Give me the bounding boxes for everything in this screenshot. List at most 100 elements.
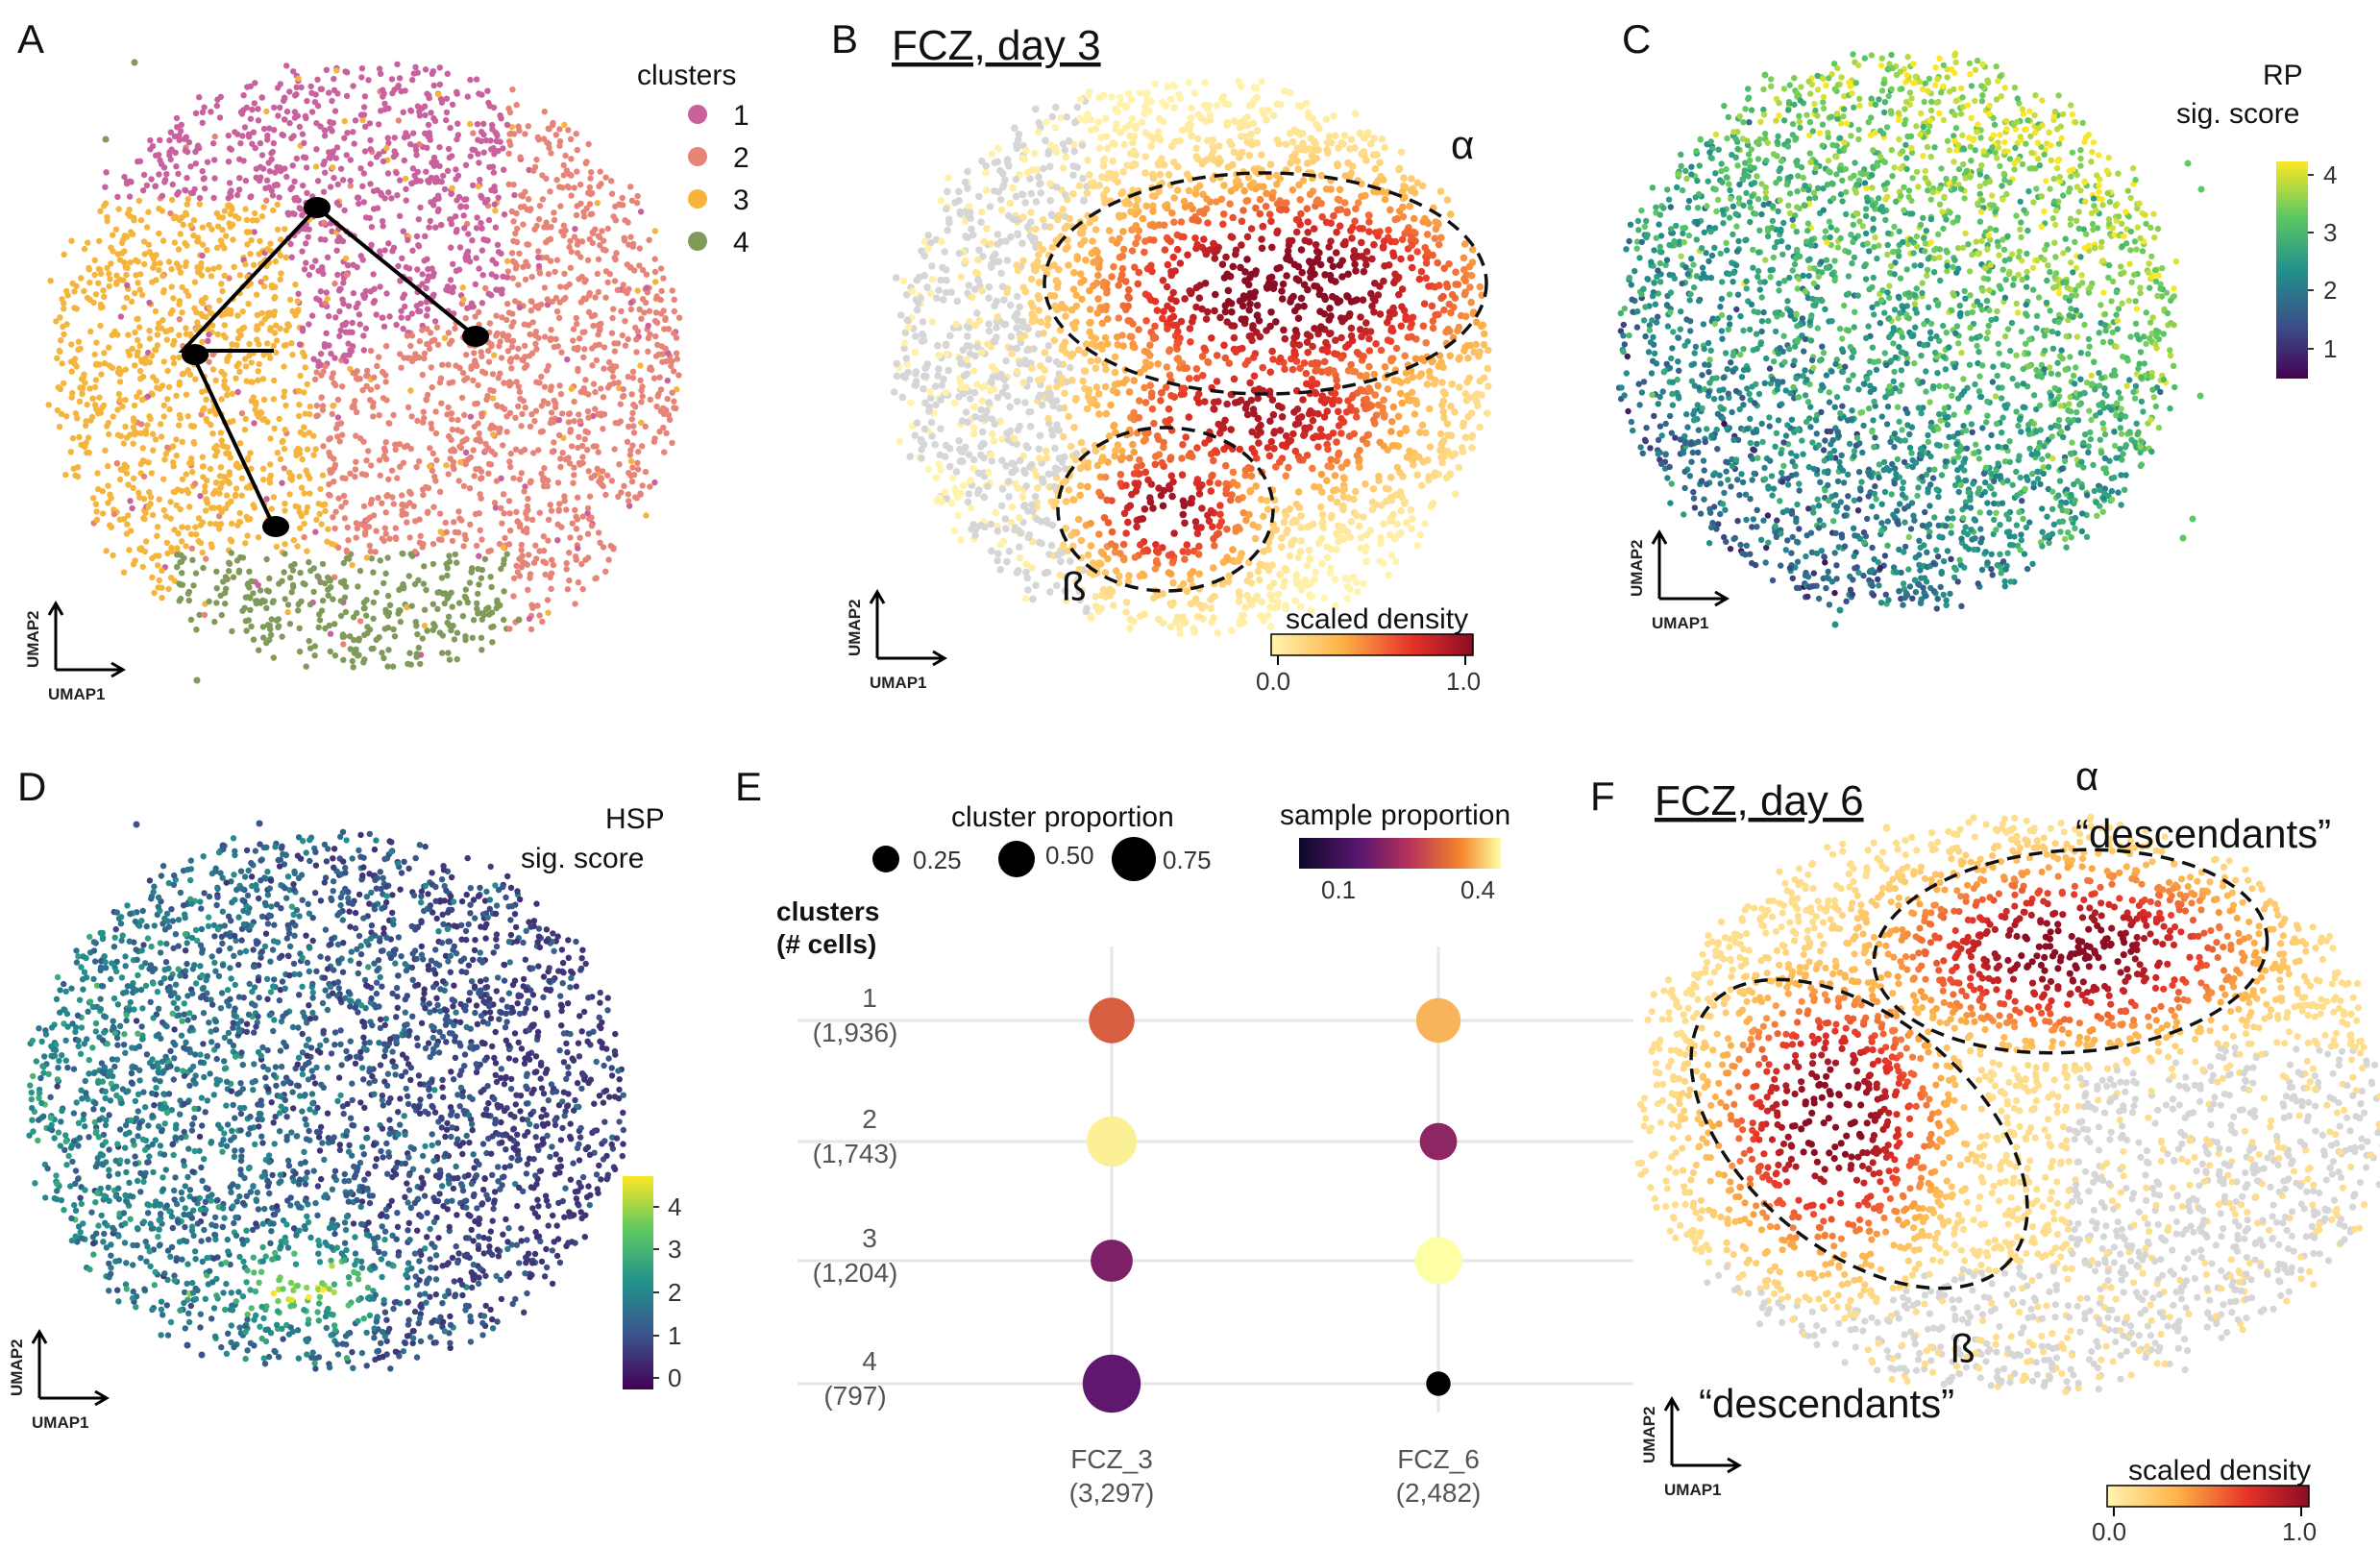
cell-point: [567, 534, 574, 541]
cell-point: [585, 308, 593, 315]
cell-point: [1079, 377, 1087, 385]
cell-point: [218, 437, 226, 444]
cell-point: [1035, 279, 1043, 286]
cell-point: [366, 214, 374, 222]
cell-point: [150, 256, 158, 262]
cell-point: [497, 370, 503, 377]
cell-point: [500, 491, 507, 498]
cell-point: [975, 486, 983, 494]
cell-point: [135, 197, 143, 205]
cell-point: [289, 567, 297, 574]
cell-point: [1122, 608, 1130, 616]
cell-point: [592, 226, 599, 233]
cell-point: [248, 623, 255, 630]
cell-point: [445, 330, 453, 336]
cell-point: [422, 66, 429, 73]
cell-point: [267, 472, 274, 479]
cell-point: [450, 260, 456, 267]
cell-point: [647, 331, 653, 338]
cell-point: [461, 593, 469, 600]
cell-point: [160, 413, 167, 420]
cell-point: [1333, 546, 1340, 553]
cell-point: [1301, 236, 1310, 245]
cell-point: [296, 402, 303, 408]
cell-point: [1339, 240, 1348, 249]
cell-point: [669, 389, 675, 396]
cell-point: [263, 555, 270, 563]
cell-point: [1094, 295, 1102, 303]
cell-point: [471, 359, 478, 366]
cell-point: [341, 117, 348, 125]
cell-point: [334, 414, 342, 421]
cell-point: [653, 319, 661, 326]
cell-point: [396, 212, 404, 219]
cell-point: [467, 153, 474, 160]
cell-point: [629, 368, 637, 375]
cell-point: [226, 353, 233, 359]
cell-point: [312, 258, 319, 264]
cell-point: [272, 258, 280, 265]
cell-point: [1111, 368, 1119, 377]
cell-point: [217, 430, 225, 436]
cell-point: [1392, 344, 1401, 353]
cell-point: [53, 318, 60, 325]
cell-point: [568, 156, 575, 162]
cell-point: [122, 423, 129, 430]
cell-point: [152, 436, 159, 443]
cell-point: [223, 492, 231, 499]
cell-point: [620, 282, 626, 288]
cell-point: [186, 504, 193, 510]
cell-point: [391, 135, 398, 141]
cell-point: [290, 68, 297, 75]
cell-point: [1343, 582, 1352, 591]
cell-point: [598, 320, 604, 328]
cell-point: [1040, 164, 1047, 173]
cell-point: [147, 494, 155, 501]
cell-point: [470, 304, 477, 310]
cell-point: [353, 304, 359, 311]
cell-point: [179, 524, 185, 530]
cell-point: [1467, 298, 1475, 307]
cell-point: [557, 463, 564, 471]
cell-point: [384, 612, 392, 620]
cell-point: [428, 110, 434, 116]
cell-point: [584, 447, 591, 454]
cell-point: [137, 421, 145, 428]
cell-point: [291, 92, 299, 99]
cell-point: [392, 446, 399, 453]
cell-point: [575, 578, 582, 586]
cell-point: [132, 557, 138, 564]
cell-point: [472, 281, 478, 287]
cell-point: [331, 108, 339, 114]
cell-point: [1224, 286, 1233, 295]
cell-point: [359, 257, 366, 263]
cell-point: [1061, 389, 1068, 398]
cell-point: [266, 355, 274, 361]
cell-point: [398, 307, 405, 314]
cell-point: [1181, 519, 1189, 528]
cell-point: [1136, 89, 1144, 97]
cell-point: [165, 383, 173, 390]
cell-point: [403, 510, 409, 518]
cell-point: [356, 635, 362, 642]
cell-point: [186, 371, 194, 378]
cell-point: [408, 413, 415, 420]
cell-point: [228, 187, 234, 194]
cell-point: [1202, 315, 1211, 323]
cell-point: [543, 254, 550, 261]
cell-point: [300, 579, 307, 587]
cell-point: [270, 342, 277, 350]
cell-point: [296, 387, 303, 395]
cell-point: [427, 136, 433, 143]
cell-point: [303, 164, 310, 171]
cell-point: [56, 347, 63, 355]
cell-point: [326, 149, 332, 156]
axis-x-a: UMAP1: [48, 685, 106, 703]
cell-point: [448, 190, 454, 197]
cell-point: [570, 326, 577, 332]
cell-point: [216, 114, 224, 121]
cell-point: [510, 182, 517, 188]
cell-point: [1228, 233, 1237, 241]
cell-point: [463, 196, 470, 203]
cell-point: [300, 154, 307, 160]
